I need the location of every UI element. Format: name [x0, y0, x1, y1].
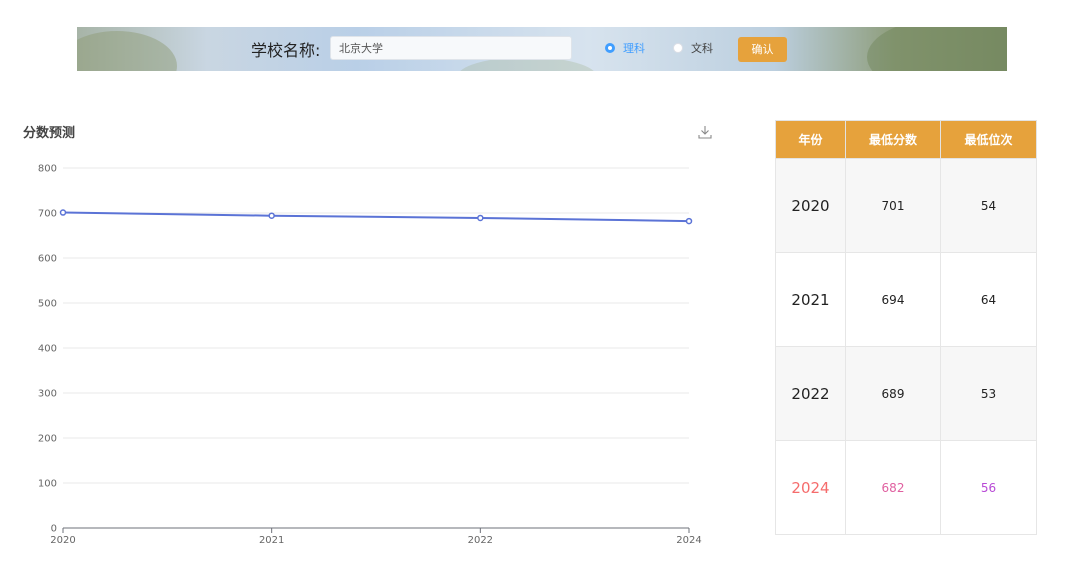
table-header-row: 年份 最低分数 最低位次	[775, 120, 1037, 159]
radio-unselected-indicator[interactable]	[673, 43, 683, 53]
radio-selected-indicator[interactable]	[605, 43, 615, 53]
download-icon[interactable]	[698, 125, 712, 139]
table-row: 2020 701 54	[775, 158, 1037, 253]
x-tick-label: 2024	[676, 535, 701, 546]
column-header-min-score: 最低分数	[845, 120, 941, 159]
y-tick-label: 500	[38, 299, 57, 310]
cell-year: 2020	[775, 158, 846, 253]
y-tick-label: 700	[38, 209, 57, 220]
x-tick-label: 2022	[468, 535, 493, 546]
search-banner: 学校名称: 理科 文科 确认	[77, 27, 1007, 71]
cell-score: 682	[845, 440, 941, 535]
cell-rank: 64	[940, 252, 1037, 347]
banner-background-foliage	[457, 57, 597, 71]
y-tick-label: 400	[38, 344, 57, 355]
data-point	[268, 212, 275, 219]
radio-science-label: 理科	[623, 42, 645, 55]
cell-score: 689	[845, 346, 941, 441]
y-tick-label: 300	[38, 389, 57, 400]
radio-arts[interactable]: 文科	[673, 40, 713, 56]
school-name-label: 学校名称:	[251, 41, 321, 60]
score-line-chart: 0 100 200 300 400 500 600 700 800 2020 2021 2022 202…	[38, 164, 702, 547]
table-row: 2022 689 53	[775, 346, 1037, 441]
y-tick-label: 100	[38, 479, 57, 490]
column-header-min-rank: 最低位次	[940, 120, 1037, 159]
y-tick-label: 800	[38, 164, 57, 175]
data-point	[59, 209, 67, 216]
cell-year: 2022	[775, 346, 846, 441]
column-header-year: 年份	[775, 120, 846, 159]
y-tick-label: 600	[38, 254, 57, 265]
data-point	[477, 214, 484, 222]
cell-rank: 56	[940, 440, 1037, 535]
confirm-button[interactable]: 确认	[738, 37, 787, 62]
score-table: 年份 最低分数 最低位次 2020 701 54 2021 694 64 202…	[775, 120, 1037, 535]
cell-year: 2021	[775, 252, 846, 347]
radio-science[interactable]: 理科	[605, 40, 645, 56]
cell-score: 701	[845, 158, 941, 253]
x-tick-label: 2021	[259, 535, 284, 546]
table-row: 2021 694 64	[775, 252, 1037, 347]
chart-title: 分数预测	[23, 126, 76, 141]
cell-score: 694	[845, 252, 941, 347]
y-tick-label: 200	[38, 434, 57, 445]
school-name-input[interactable]	[330, 36, 572, 60]
series-line	[62, 211, 690, 223]
table-row-prediction: 2024 682 56	[775, 440, 1037, 535]
cell-rank: 53	[940, 346, 1037, 441]
banner-background-foliage	[867, 27, 1007, 71]
cell-rank: 54	[940, 158, 1037, 253]
data-point	[685, 217, 693, 225]
y-tick-label: 0	[51, 524, 57, 535]
x-tick-label: 2020	[50, 535, 75, 546]
cell-year: 2024	[775, 440, 846, 535]
radio-arts-label: 文科	[691, 42, 713, 55]
